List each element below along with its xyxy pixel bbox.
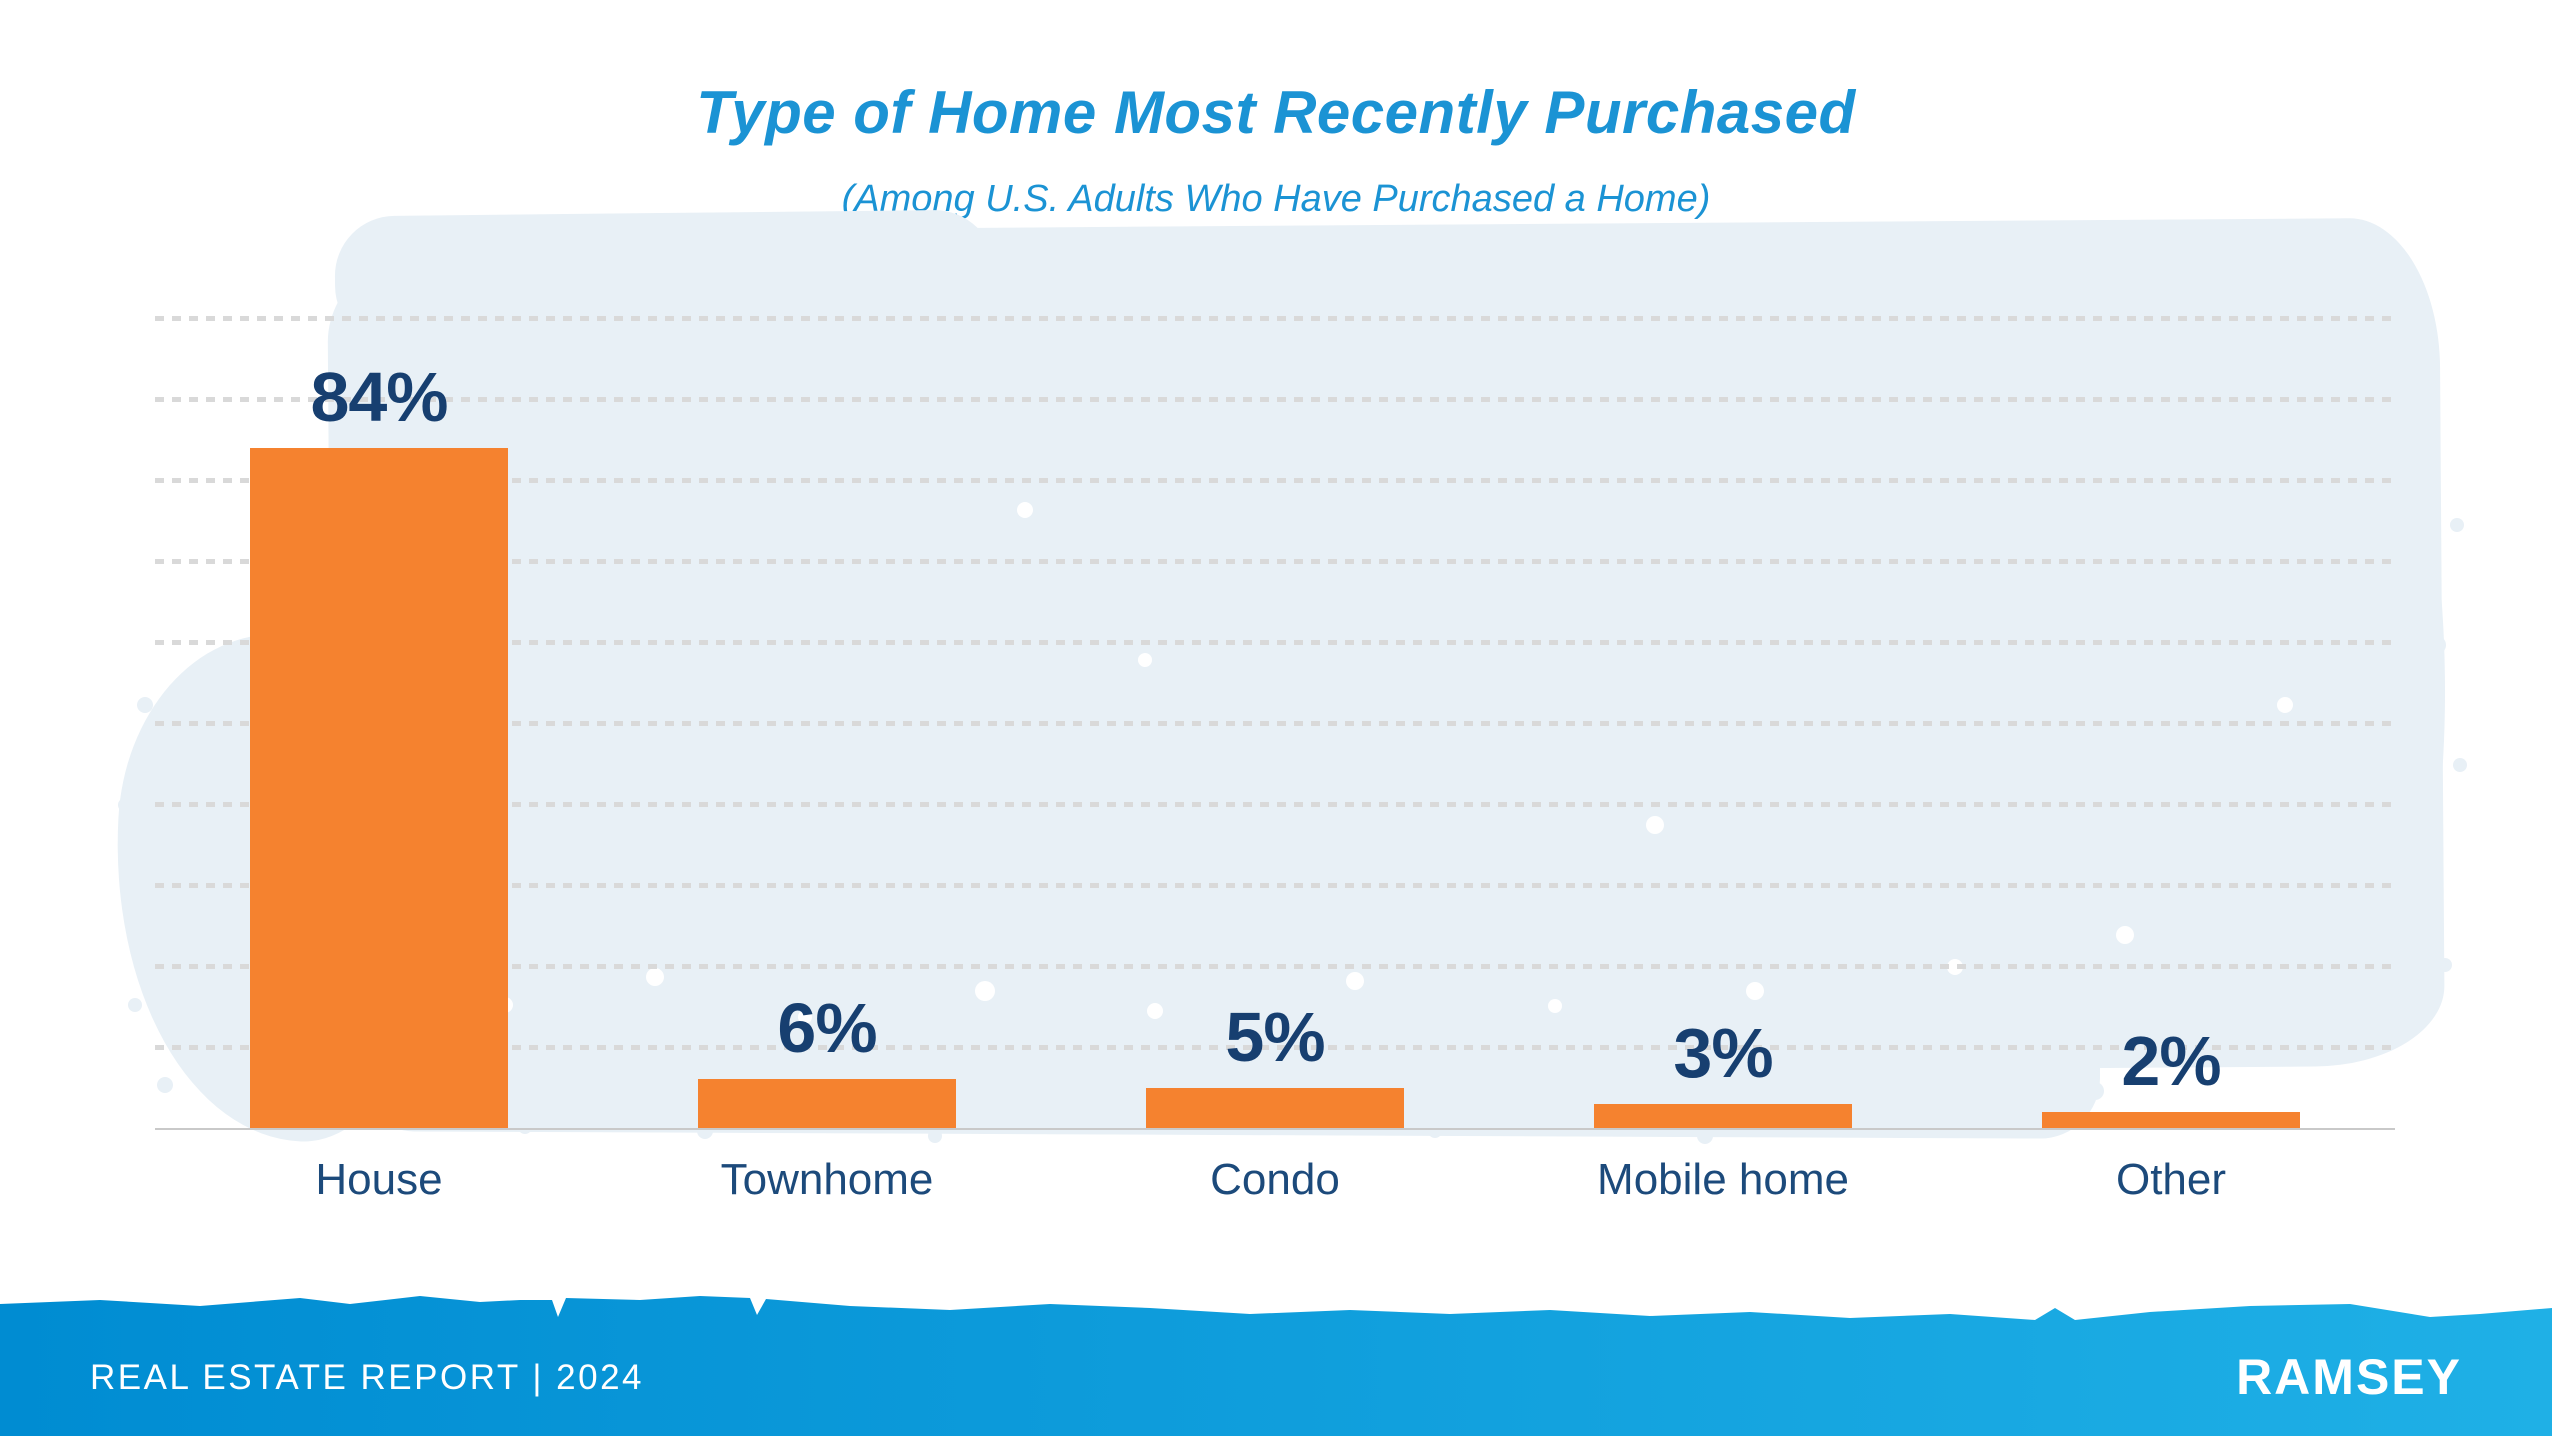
gridline-50pct [155, 721, 2395, 726]
report-label: REAL ESTATE REPORT | 2024 [90, 1358, 645, 1397]
gridline-90pct [155, 397, 2395, 402]
value-label-other: 2% [2121, 1021, 2221, 1100]
chart-subtitle: (Among U.S. Adults Who Have Purchased a … [841, 178, 1711, 220]
bar-house [250, 447, 508, 1128]
footer-band: REAL ESTATE REPORT | 2024 RAMSEY [0, 1290, 2552, 1436]
brand-logo: RAMSEY [2236, 1349, 2462, 1405]
bar-chart: 84% House 6% Townhome 5% Condo 3% Mobile home 2%… [155, 316, 2395, 1202]
category-label-condo: Condo [1210, 1155, 1340, 1204]
value-label-mobile-home: 3% [1673, 1013, 1773, 1092]
value-label-house: 84% [310, 357, 448, 436]
gridline-70pct [155, 559, 2395, 564]
watercolor-speckles [0, 0, 10, 10]
bar-condo [1146, 1087, 1404, 1128]
footer-wave [0, 1296, 2552, 1436]
gridline-40pct [155, 802, 2395, 807]
category-label-townhome: Townhome [720, 1155, 934, 1204]
gridline-100pct [155, 316, 2395, 321]
category-label-mobile-home: Mobile home [1597, 1155, 1849, 1204]
bar-townhome [698, 1079, 956, 1128]
chart-title: Type of Home Most Recently Purchased [696, 79, 1856, 146]
bar-mobile-home [1594, 1103, 1852, 1128]
gridline-30pct [155, 883, 2395, 888]
x-axis-line [155, 1128, 2395, 1130]
category-label-house: House [315, 1155, 443, 1204]
value-label-condo: 5% [1225, 997, 1325, 1076]
watercolor-blob [2235, 335, 2445, 1020]
category-label-other: Other [2115, 1155, 2227, 1204]
value-label-townhome: 6% [777, 989, 877, 1068]
gridline-60pct [155, 640, 2395, 645]
gridline-80pct [155, 478, 2395, 483]
gridline-20pct [155, 964, 2395, 969]
bar-other [2042, 1111, 2300, 1128]
gridline-10pct [155, 1045, 2395, 1050]
